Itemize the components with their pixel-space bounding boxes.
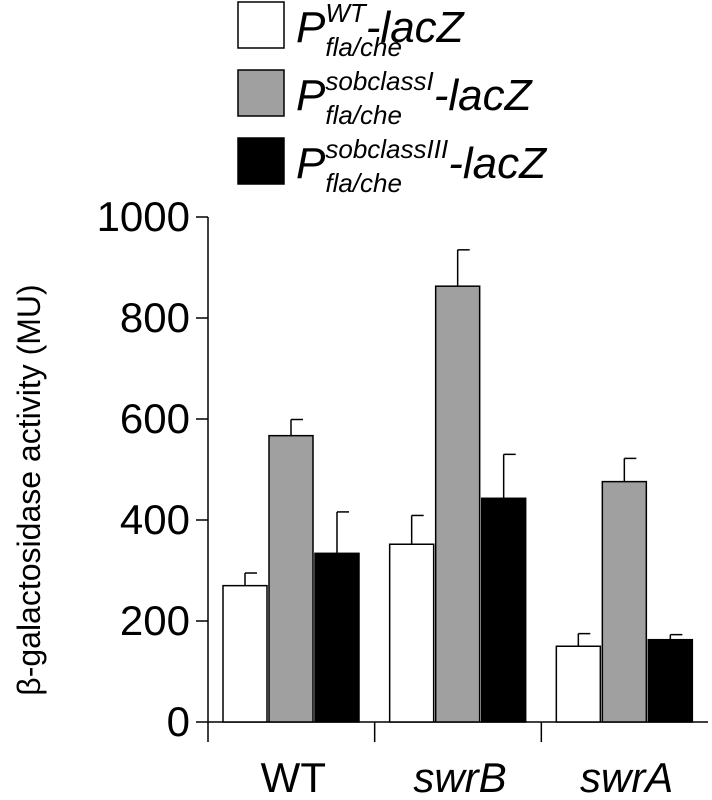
bar (314, 552, 360, 723)
bar (222, 584, 268, 723)
legend-label: Pfla/cheWT-lacZ (296, 0, 466, 62)
legend-swatch (237, 137, 285, 185)
y-tick-label: 1000 (97, 193, 190, 240)
x-tick-label: WT (261, 754, 326, 800)
y-tick-label: 200 (120, 597, 190, 644)
y-tick-label: 400 (120, 496, 190, 543)
legend-label: Pfla/chesobclassIII-lacZ (296, 134, 548, 198)
bar (601, 480, 648, 723)
y-tick-label: 600 (120, 395, 190, 442)
bar (480, 497, 527, 723)
bar (555, 645, 602, 723)
x-tick-label: swrB (413, 754, 506, 800)
bars (222, 249, 694, 723)
axes: 0 200 400 600 800 1000 WT swrB swrA (97, 193, 708, 800)
bar (647, 638, 694, 723)
legend: Pfla/cheWT-lacZPfla/chesobclassI-lacZPfl… (237, 0, 548, 198)
x-tick-label: swrA (580, 754, 673, 800)
legend-swatch (237, 69, 285, 117)
legend-swatch (237, 1, 285, 49)
bar (434, 285, 481, 723)
bar (388, 543, 435, 723)
y-tick-label: 800 (120, 294, 190, 341)
y-tick-label: 0 (167, 698, 190, 745)
legend-label: Pfla/chesobclassI-lacZ (296, 66, 534, 130)
y-axis-label: β-galactosidase activity (MU) (11, 284, 47, 695)
bar (268, 434, 314, 723)
